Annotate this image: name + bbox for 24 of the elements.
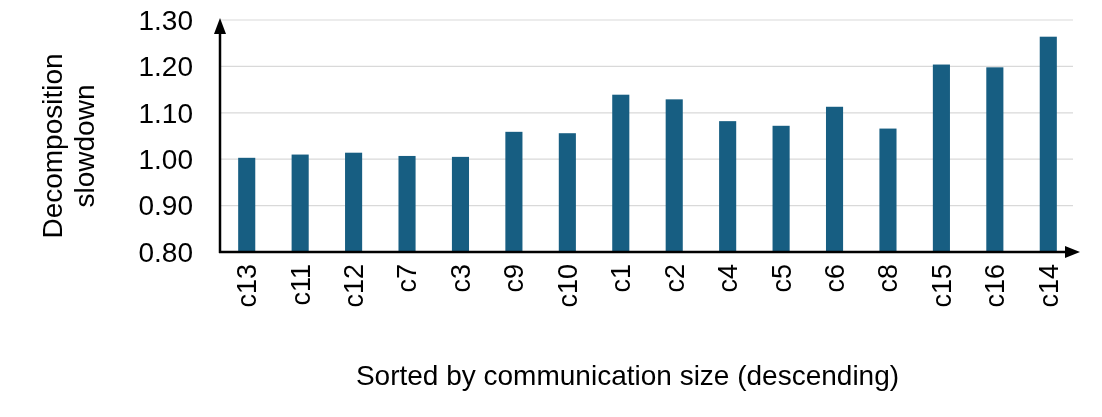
x-tick-label: c2	[659, 264, 690, 293]
x-tick-label: c10	[552, 264, 583, 308]
x-tick-label: c12	[339, 264, 370, 308]
x-tick-label: c9	[499, 264, 530, 293]
x-tick-label: c8	[873, 264, 904, 293]
y-tick-label: 1.20	[138, 51, 193, 83]
x-tick-label: c6	[819, 264, 850, 293]
x-tick-label: c13	[232, 264, 263, 308]
y-axis-title: Decomposition slowdown	[37, 53, 100, 239]
x-tick-label: c7	[392, 264, 423, 293]
y-tick-label: 1.10	[138, 97, 193, 129]
x-tick-label: c3	[445, 264, 476, 293]
y-tick-label: 0.90	[138, 190, 193, 222]
x-tick-label: c16	[980, 264, 1011, 308]
x-tick-label: c14	[1033, 264, 1064, 308]
y-tick-label: 1.30	[138, 4, 193, 36]
x-tick-label: c5	[766, 264, 797, 293]
y-tick-label: 1.00	[138, 144, 193, 175]
x-tick-label: c11	[285, 264, 316, 306]
x-axis-title: Sorted by communication size (descending)	[355, 360, 900, 391]
x-tick-label: c15	[926, 264, 957, 308]
x-tick-label: c1	[606, 264, 637, 293]
x-tick-label: c4	[713, 264, 744, 293]
y-tick-label: 0.80	[138, 236, 193, 268]
